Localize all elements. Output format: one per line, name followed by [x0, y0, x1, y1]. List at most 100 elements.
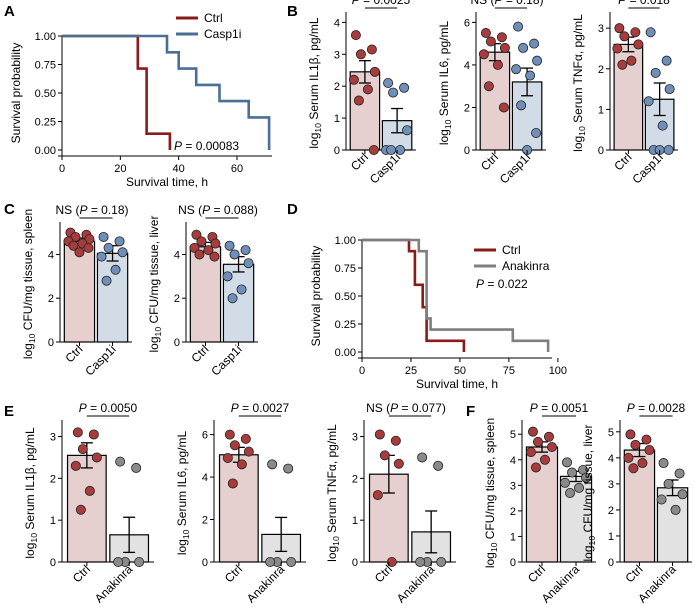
y-tick-label: 3: [352, 432, 358, 444]
data-point: [267, 459, 278, 470]
data-point: [362, 84, 373, 95]
series-line-anakinra: [362, 238, 550, 352]
x-tick-label: Ctrl: [348, 150, 371, 173]
data-point: [581, 472, 592, 483]
y-tick-label: 6: [464, 17, 470, 29]
y-tick-label: 0.50: [335, 291, 356, 303]
data-point: [663, 478, 674, 489]
data-point: [134, 557, 145, 568]
data-point: [243, 258, 254, 269]
x-tick-label: Ctrl: [222, 562, 245, 585]
y-tick-label: 2: [202, 515, 208, 527]
x-tick-label: 60: [231, 163, 243, 175]
x-tick-label: Ctrl: [478, 150, 501, 173]
data-point: [619, 31, 630, 42]
x-tick-label: Ctrl: [62, 342, 85, 365]
data-point: [96, 251, 107, 262]
x-axis-label: Survival time, h: [126, 175, 208, 189]
data-point: [379, 450, 390, 461]
data-point: [110, 264, 121, 275]
data-point: [562, 457, 573, 468]
data-point: [436, 557, 447, 568]
y-axis-label: log10 Serum TNFα, pg/mL: [325, 424, 341, 562]
bar-ctrl: [349, 71, 381, 151]
data-point: [374, 429, 385, 440]
y-axis-label: log10 CFU/mg tissue, liver: [581, 425, 597, 562]
data-point: [115, 456, 126, 467]
data-point: [529, 38, 540, 49]
x-tick-label: 25: [405, 365, 417, 377]
data-point: [240, 433, 251, 444]
panel-letter-e: E: [4, 403, 14, 420]
y-tick-label: 3: [50, 432, 56, 444]
data-point: [91, 452, 102, 463]
data-point: [516, 100, 527, 111]
y-tick-label: 0.25: [335, 319, 356, 331]
y-axis-label: Survival probability: [9, 43, 23, 144]
panel-letter-a: A: [4, 3, 15, 20]
y-tick-label: 0.75: [335, 263, 356, 275]
data-point: [229, 249, 240, 260]
data-point: [539, 454, 550, 465]
y-tick-label: 0: [464, 145, 470, 157]
data-point: [637, 458, 648, 469]
y-tick-label: 4: [48, 249, 54, 261]
x-tick-label: Ctrl: [188, 342, 211, 365]
data-point: [209, 251, 220, 262]
data-point: [224, 429, 235, 440]
data-point: [350, 30, 361, 41]
y-axis-label: log10 Serum IL6, pg/mL: [175, 431, 191, 556]
data-point: [386, 144, 397, 155]
y-tick-label: 0.25: [35, 117, 56, 129]
x-tick-label: 0: [359, 365, 365, 377]
data-point: [236, 284, 247, 295]
y-tick-label: 0: [202, 557, 208, 569]
data-point: [641, 434, 652, 445]
p-value-label: NS (P = 0.077): [366, 401, 446, 415]
y-tick-label: 4: [334, 17, 340, 29]
y-tick-label: 2: [352, 473, 358, 485]
data-point: [496, 32, 507, 43]
x-tick-label: 75: [503, 365, 515, 377]
data-point: [650, 67, 661, 78]
survival-chart-d: 0.00 0.25 0.50 0.75 1.00 0 25 50 75 100 Ctrl Anakin…: [309, 235, 567, 391]
data-point: [661, 55, 672, 66]
data-point: [670, 504, 681, 515]
data-point: [368, 144, 379, 155]
y-axis-label: log10 Serum IL6, pg/mL: [437, 21, 453, 146]
y-axis-label: log10 Serum TNFα, pg/mL: [571, 14, 587, 152]
y-tick-label: 0: [598, 145, 604, 157]
data-point: [543, 431, 554, 442]
data-point: [70, 460, 81, 471]
data-point: [565, 487, 576, 498]
data-point: [664, 84, 675, 95]
y-tick-label: 0.75: [35, 60, 56, 72]
data-point: [399, 82, 410, 93]
p-value-label: NS (P = 0.18): [55, 203, 128, 217]
panel-letter-f: F: [466, 403, 475, 420]
p-value-label: NS (P = 0.18): [470, 0, 543, 7]
y-tick-label: 2: [174, 293, 180, 305]
p-value-label: P = 0.0028: [627, 401, 686, 415]
p-value-label: P = 0.022: [476, 277, 528, 291]
data-point: [113, 557, 124, 568]
x-tick-label: Casp1i: [208, 342, 244, 378]
data-point: [478, 49, 489, 60]
data-point: [72, 427, 83, 438]
legend-label-anakinra: Anakinra: [502, 259, 550, 273]
x-tick-label: Casp1i: [82, 342, 118, 378]
y-tick-label: 1: [50, 515, 56, 527]
data-point: [227, 478, 238, 489]
y-tick-label: 1.00: [35, 31, 56, 43]
data-point: [532, 436, 543, 447]
data-point: [227, 293, 238, 304]
data-point: [498, 102, 509, 113]
data-point: [74, 247, 85, 258]
data-point: [674, 468, 685, 479]
y-tick-label: 0.00: [335, 347, 356, 359]
series-line-ctrl: [62, 34, 172, 150]
data-point: [560, 477, 571, 488]
